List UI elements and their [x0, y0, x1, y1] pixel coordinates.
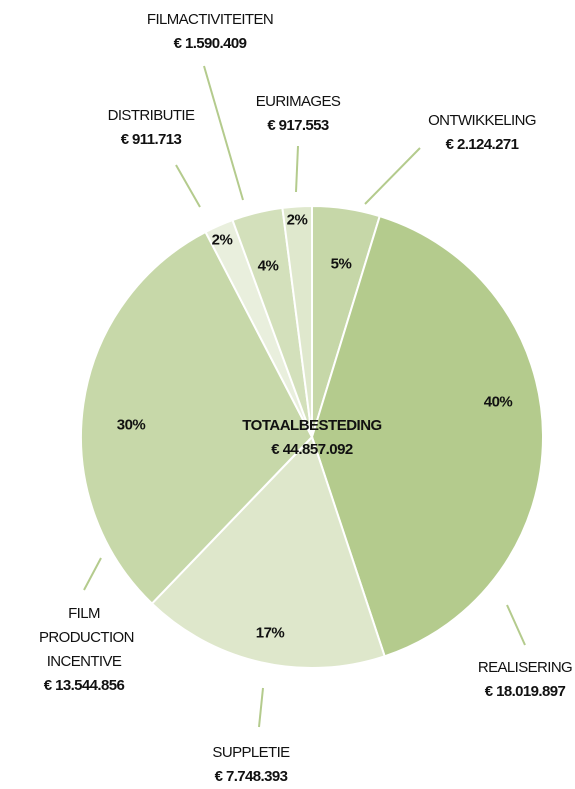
- percent-label: 2%: [211, 231, 233, 249]
- leader-line: [364, 147, 421, 205]
- slice-label: FILMACTIVITEITEN € 1.590.409: [146, 8, 274, 56]
- slice-label: REALISERING € 18.019.897: [477, 656, 573, 704]
- percent-label: 4%: [257, 257, 279, 275]
- category-name: FILM PRODUCTION INCENTIVE: [39, 605, 134, 670]
- amount-label: € 1.590.409: [173, 35, 247, 52]
- leader-line: [295, 145, 299, 193]
- pie-slice: [80, 230, 314, 605]
- leader-line: [506, 604, 526, 646]
- amount-label: € 2.124.271: [445, 136, 519, 153]
- slice-label: SUPPLETIE € 7.748.393: [212, 741, 290, 789]
- leader-line: [175, 164, 201, 208]
- amount-label: € 13.544.856: [43, 677, 125, 694]
- category-name: FILMACTIVITEITEN: [146, 11, 274, 28]
- pie-slice: [281, 204, 313, 438]
- amount-label: € 917.553: [267, 117, 329, 134]
- slice-label: EURIMAGES € 917.553: [256, 90, 341, 138]
- category-name: SUPPLETIE: [212, 744, 290, 761]
- pie-slice: [150, 435, 386, 669]
- leader-line: [258, 687, 264, 728]
- center-label: TOTAALBESTEDING € 44.857.092: [242, 414, 382, 462]
- pie-slice: [310, 214, 544, 658]
- amount-label: € 18.019.897: [484, 683, 566, 700]
- amount-label: € 911.713: [120, 131, 182, 148]
- slice-label: DISTRIBUTIE € 911.713: [108, 104, 195, 152]
- leader-line: [203, 65, 244, 201]
- percent-label: 17%: [255, 624, 285, 642]
- percent-label: 5%: [330, 255, 352, 273]
- percent-label: 40%: [483, 393, 513, 411]
- amount-label: € 7.748.393: [214, 768, 288, 785]
- category-name: ONTWIKKELING: [428, 112, 536, 129]
- percent-label: 2%: [286, 211, 308, 229]
- slice-label: FILM PRODUCTION INCENTIVE € 13.544.856: [39, 602, 134, 698]
- leader-line: [83, 557, 102, 591]
- total: € 44.857.092: [271, 441, 353, 458]
- category-name: EURIMAGES: [255, 93, 341, 110]
- category-name: REALISERING: [477, 659, 573, 676]
- slice-label: ONTWIKKELING € 2.124.271: [428, 109, 536, 157]
- category-name: DISTRIBUTIE: [107, 107, 195, 124]
- center-title: TOTAALBESTEDING: [242, 417, 382, 434]
- percent-label: 30%: [116, 416, 146, 434]
